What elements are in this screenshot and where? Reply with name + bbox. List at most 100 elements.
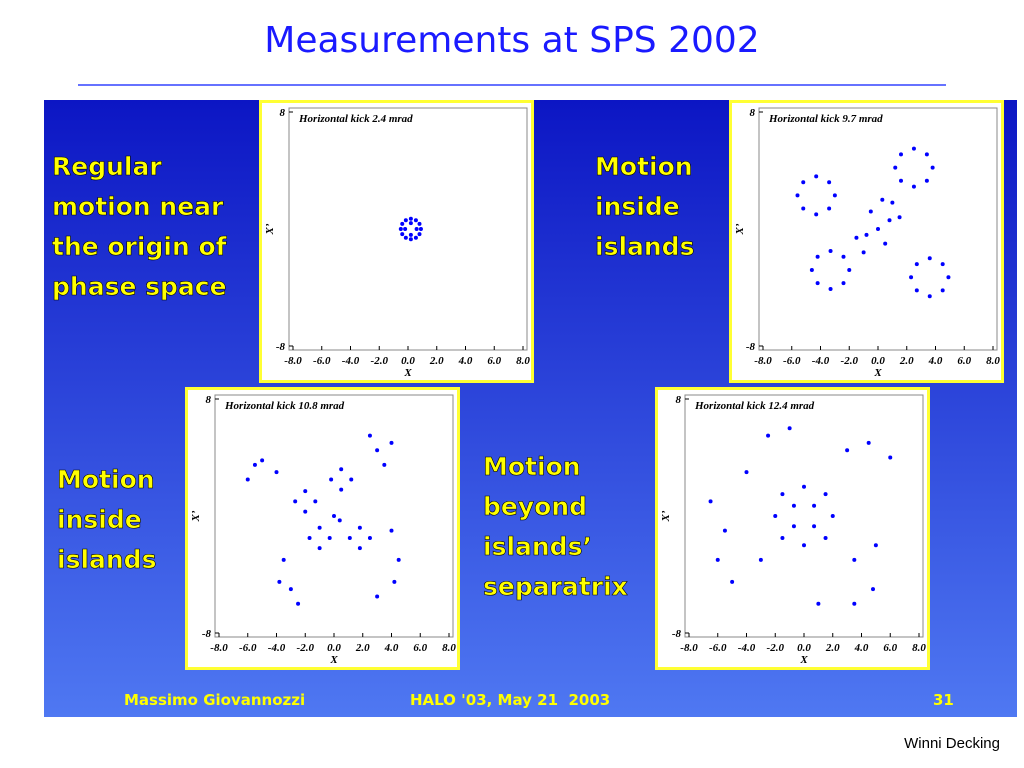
y-axis-label: X’ xyxy=(264,223,276,235)
point xyxy=(780,535,785,540)
point xyxy=(303,489,308,494)
point xyxy=(773,514,778,518)
point xyxy=(887,218,892,223)
y-tick-label: -8 xyxy=(276,341,286,353)
footer-author: Massimo Giovannozzi xyxy=(124,691,305,709)
point xyxy=(349,477,354,482)
chart-title: Horizontal kick 2.4 mrad xyxy=(298,113,413,125)
point xyxy=(814,174,819,179)
point xyxy=(744,470,749,475)
point xyxy=(873,543,878,548)
point xyxy=(317,546,322,551)
x-tick-label: 8.0 xyxy=(516,355,530,367)
point xyxy=(791,524,796,529)
x-tick-label: -6.0 xyxy=(313,355,331,367)
x-tick-label: 4.0 xyxy=(854,642,869,654)
point xyxy=(766,433,771,438)
y-tick-label: 8 xyxy=(206,394,212,406)
point xyxy=(389,440,394,445)
point xyxy=(888,455,893,460)
point xyxy=(414,227,419,231)
point xyxy=(832,193,837,198)
point xyxy=(303,509,308,514)
caption-line: Motion xyxy=(483,452,581,481)
point xyxy=(940,262,945,267)
point xyxy=(332,514,336,518)
x-tick-label: -4.0 xyxy=(812,355,830,367)
point xyxy=(392,579,397,584)
point xyxy=(946,275,951,280)
point xyxy=(883,241,888,246)
point xyxy=(313,499,318,504)
x-tick-label: 4.0 xyxy=(928,355,943,367)
y-tick-label: 8 xyxy=(750,107,756,119)
point xyxy=(827,206,832,211)
caption-line: islands xyxy=(57,545,156,574)
point xyxy=(413,218,418,223)
point xyxy=(927,294,932,299)
point xyxy=(277,579,282,584)
x-tick-label: 0.0 xyxy=(797,642,811,654)
footer-event: HALO '03, May 21 2003 xyxy=(410,691,610,709)
x-tick-label: -6.0 xyxy=(709,642,727,654)
x-tick-label: 8.0 xyxy=(442,642,456,654)
caption-line: Motion xyxy=(595,152,693,181)
point xyxy=(408,216,413,221)
point xyxy=(815,281,820,286)
point xyxy=(791,503,796,508)
y-tick-label: 8 xyxy=(280,107,286,119)
y-tick-label: 8 xyxy=(676,394,682,406)
point xyxy=(890,200,895,205)
caption-line: motion near xyxy=(52,192,224,221)
point xyxy=(400,221,405,226)
point xyxy=(940,288,945,293)
point xyxy=(307,535,312,540)
y-axis-label: X’ xyxy=(660,510,672,522)
x-axis-label: X xyxy=(873,367,882,379)
point xyxy=(861,250,866,255)
x-tick-label: 6.0 xyxy=(883,642,897,654)
x-tick-label: -2.0 xyxy=(841,355,859,367)
point xyxy=(899,152,903,157)
point xyxy=(357,546,362,551)
point xyxy=(816,601,821,606)
point xyxy=(828,286,833,291)
caption-line: the origin of xyxy=(52,232,228,261)
point xyxy=(357,525,362,530)
x-tick-label: 6.0 xyxy=(957,355,971,367)
point xyxy=(730,579,735,584)
x-tick-label: -8.0 xyxy=(284,355,302,367)
x-tick-label: 2.0 xyxy=(355,642,370,654)
caption-line: islands xyxy=(595,232,694,261)
x-tick-label: -4.0 xyxy=(738,642,756,654)
point xyxy=(281,557,286,562)
y-axis-label: X’ xyxy=(190,510,202,522)
caption-line: separatrix xyxy=(483,572,628,601)
point xyxy=(400,232,405,237)
point xyxy=(914,288,919,293)
x-tick-label: 4.0 xyxy=(384,642,399,654)
point xyxy=(871,587,875,592)
x-tick-label: 2.0 xyxy=(825,642,840,654)
point xyxy=(823,535,828,540)
point xyxy=(708,499,713,504)
point xyxy=(403,218,408,223)
point xyxy=(347,535,352,540)
x-tick-label: -2.0 xyxy=(297,642,315,654)
point xyxy=(418,227,423,231)
point xyxy=(899,178,903,183)
point xyxy=(812,524,817,529)
point xyxy=(795,193,800,198)
y-tick-label: -8 xyxy=(202,628,212,640)
point xyxy=(801,180,806,185)
x-tick-label: 8.0 xyxy=(986,355,1000,367)
point xyxy=(339,467,344,472)
point xyxy=(408,237,413,242)
x-tick-label: -4.0 xyxy=(342,355,360,367)
slide-title: Measurements at SPS 2002 xyxy=(264,20,759,61)
plot-frame xyxy=(684,394,924,638)
x-tick-label: -2.0 xyxy=(371,355,389,367)
point xyxy=(924,152,929,157)
point xyxy=(408,221,413,226)
x-tick-label: -2.0 xyxy=(767,642,785,654)
